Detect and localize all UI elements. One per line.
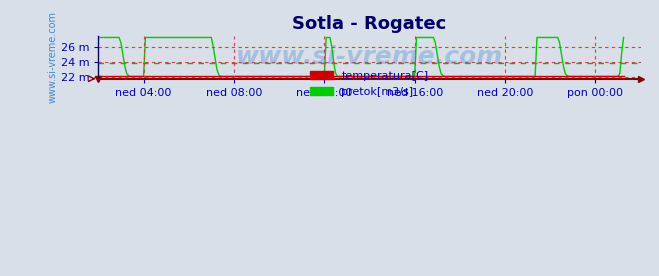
Title: Sotla - Rogatec: Sotla - Rogatec [293, 15, 447, 33]
Text: www.si-vreme.com: www.si-vreme.com [236, 45, 503, 69]
Legend: temperatura[C], pretok[m3/s]: temperatura[C], pretok[m3/s] [306, 67, 433, 101]
Y-axis label: www.si-vreme.com: www.si-vreme.com [48, 11, 58, 103]
